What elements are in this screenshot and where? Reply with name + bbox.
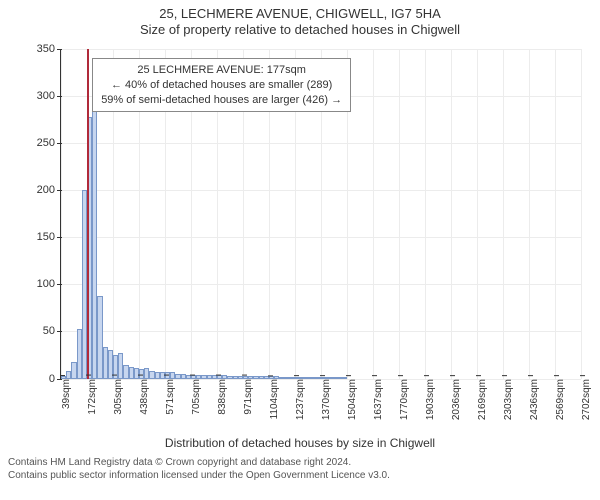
x-tick-label: 2569sqm: [551, 379, 566, 420]
x-tick-label: 172sqm: [83, 379, 98, 415]
footer-line-1: Contains HM Land Registry data © Crown c…: [8, 456, 592, 469]
chart-titles: 25, LECHMERE AVENUE, CHIGWELL, IG7 5HA S…: [0, 0, 600, 39]
grid-vline: [581, 49, 582, 379]
x-tick-label: 1237sqm: [291, 379, 306, 420]
x-axis-label: Distribution of detached houses by size …: [0, 436, 600, 450]
y-tick-label: 250: [37, 137, 61, 149]
x-tick-label: 571sqm: [161, 379, 176, 415]
y-tick-label: 350: [37, 43, 61, 55]
y-tick-label: 300: [37, 90, 61, 102]
x-tick-label: 838sqm: [213, 379, 228, 415]
x-tick-label: 2169sqm: [473, 379, 488, 420]
x-tick-label: 1504sqm: [343, 379, 358, 420]
x-tick-label: 2036sqm: [447, 379, 462, 420]
x-tick-label: 1370sqm: [317, 379, 332, 420]
footer-notes: Contains HM Land Registry data © Crown c…: [0, 450, 600, 482]
annotation-line: 59% of semi-detached houses are larger (…: [101, 93, 342, 108]
annotation-line: ← 40% of detached houses are smaller (28…: [101, 78, 342, 93]
x-tick-label: 1770sqm: [395, 379, 410, 420]
y-tick-label: 50: [43, 325, 61, 337]
x-tick-label: 2436sqm: [525, 379, 540, 420]
x-tick-label: 438sqm: [135, 379, 150, 415]
annotation-line: 25 LECHMERE AVENUE: 177sqm: [101, 63, 342, 78]
x-tick-label: 39sqm: [57, 379, 72, 409]
x-tick-label: 1903sqm: [421, 379, 436, 420]
title-line-2: Size of property relative to detached ho…: [0, 22, 600, 38]
x-tick-label: 705sqm: [187, 379, 202, 415]
plot-region: 050100150200250300350 39sqm172sqm305sqm4…: [60, 49, 581, 380]
y-tick-label: 200: [37, 184, 61, 196]
chart-area: Number of detached properties 0501001502…: [0, 39, 600, 434]
x-tick-label: 2702sqm: [577, 379, 592, 420]
x-tick-label: 1637sqm: [369, 379, 384, 420]
y-tick-label: 100: [37, 278, 61, 290]
x-tick-label: 2303sqm: [499, 379, 514, 420]
annotation-box-layer: 25 LECHMERE AVENUE: 177sqm← 40% of detac…: [61, 49, 581, 379]
footer-line-2: Contains public sector information licen…: [8, 469, 592, 482]
x-tick-label: 305sqm: [109, 379, 124, 415]
x-tick-label: 1104sqm: [265, 379, 280, 419]
x-tick-label: 971sqm: [239, 379, 254, 415]
y-tick-label: 150: [37, 231, 61, 243]
annotation-box: 25 LECHMERE AVENUE: 177sqm← 40% of detac…: [92, 58, 351, 113]
title-line-1: 25, LECHMERE AVENUE, CHIGWELL, IG7 5HA: [0, 6, 600, 22]
